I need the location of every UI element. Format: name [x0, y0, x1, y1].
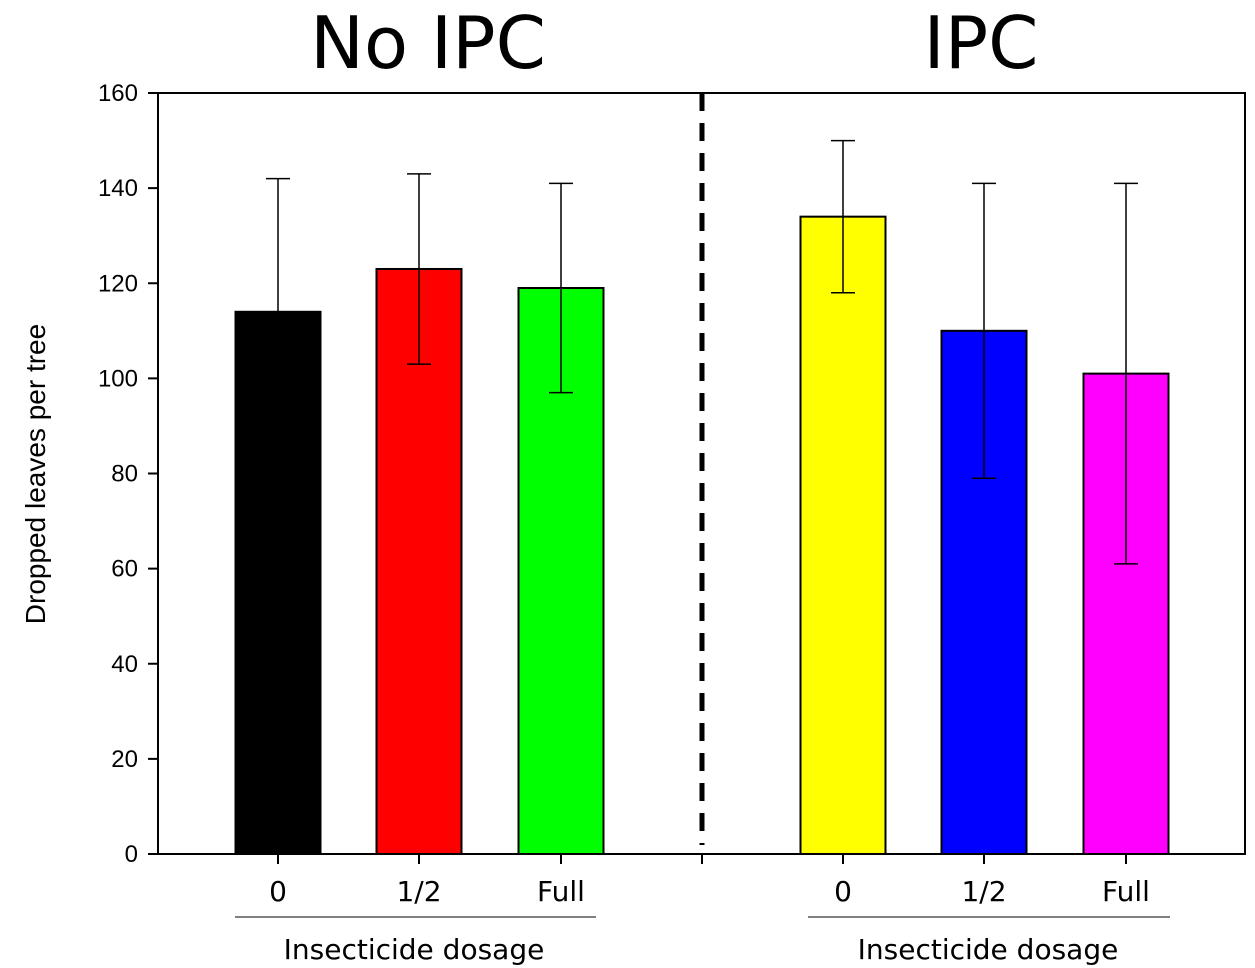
- x-axis-title-no-ipc: Insecticide dosage: [284, 933, 545, 966]
- x-tick-label: Full: [1102, 875, 1150, 908]
- x-tick-label: 0: [269, 875, 287, 908]
- y-tick-label: 40: [111, 651, 138, 678]
- x-tick-label: Full: [537, 875, 585, 908]
- group-title-ipc: IPC: [924, 1, 1039, 85]
- group-title-no-ipc: No IPC: [310, 1, 546, 85]
- y-tick-label: 140: [98, 175, 138, 202]
- y-tick-label: 0: [125, 841, 138, 868]
- y-tick-label: 80: [111, 461, 138, 488]
- y-tick-label: 100: [98, 365, 138, 392]
- bars: [234, 215, 1170, 856]
- y-tick-label: 20: [111, 746, 138, 773]
- y-tick-label: 120: [98, 270, 138, 297]
- x-axis-title-ipc: Insecticide dosage: [858, 933, 1119, 966]
- y-tick-label: 160: [98, 80, 138, 107]
- bar: [799, 215, 887, 856]
- x-tick-label: 0: [834, 875, 852, 908]
- error-bars: [266, 139, 1138, 565]
- x-axis: 0 1/2 Full 0 1/2 Full: [269, 854, 1150, 908]
- y-axis-title: Dropped leaves per tree: [20, 324, 51, 624]
- bar: [234, 310, 322, 856]
- y-tick-label: 60: [111, 556, 138, 583]
- y-axis: 0 20 40 60 80 100 120 140 160: [98, 80, 158, 868]
- x-tick-label: 1/2: [396, 875, 441, 908]
- x-tick-label: 1/2: [961, 875, 1006, 908]
